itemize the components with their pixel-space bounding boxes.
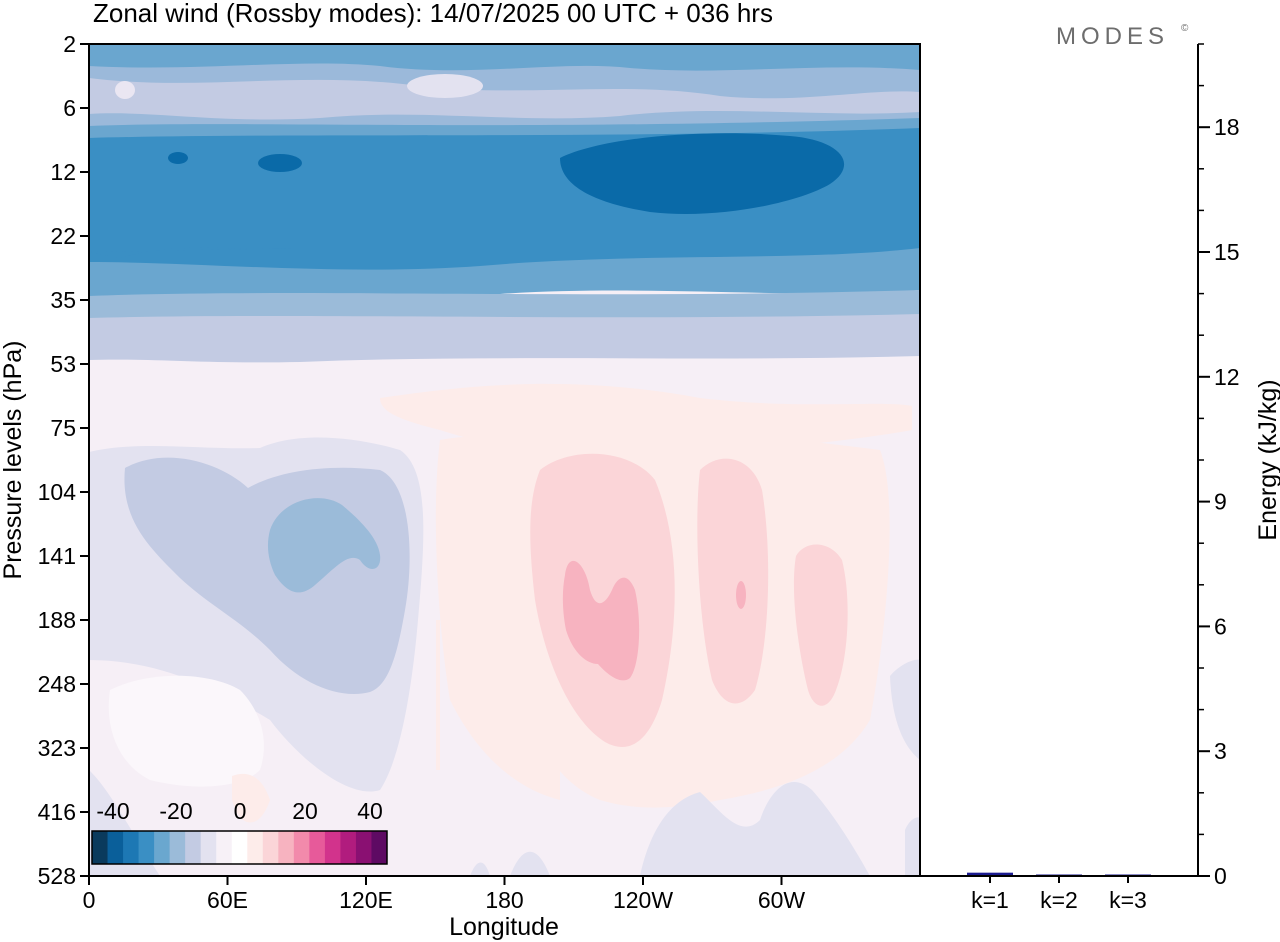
chart-title: Zonal wind (Rossby modes): 14/07/2025 00…	[93, 0, 773, 28]
colorbar-swatch	[324, 831, 341, 864]
white-patch-lower	[108, 675, 264, 787]
colorbar-swatch	[138, 831, 155, 864]
y-tick-label: 248	[38, 671, 76, 697]
colorbar-label: 0	[234, 798, 247, 824]
energy-category-label: k=2	[1040, 887, 1078, 913]
pink-cell-c	[793, 544, 848, 706]
energy-y-tick-label: 12	[1214, 364, 1240, 390]
energy-y-axis: 0 3 6 9 12 15 18	[1198, 43, 1240, 889]
x-tick-label: 120W	[613, 887, 673, 913]
colorbar-swatch	[355, 831, 372, 864]
pink-core-max	[562, 560, 640, 681]
brand-copyright-mark: ©	[1181, 23, 1189, 34]
colorbar-swatch	[92, 831, 109, 864]
pink-core-small	[736, 581, 746, 609]
y-tick-label: 188	[38, 607, 76, 633]
y-tick-label: 53	[50, 351, 76, 377]
lavender-wave-bottom	[640, 781, 870, 876]
x-axis-label: Longitude	[449, 913, 559, 941]
jet-core-small-2	[168, 152, 188, 164]
colorbar-swatch	[371, 831, 388, 864]
energy-category-label: k=1	[971, 887, 1009, 913]
colorbar-swatch	[200, 831, 217, 864]
x-axis-longitude: 0 60E 120E 180 120W 60W	[83, 876, 806, 913]
energy-y-tick-label: 0	[1214, 863, 1227, 889]
colorbar-label: 40	[357, 798, 383, 824]
energy-y-tick-label: 3	[1214, 738, 1227, 764]
colorbar-label: -40	[96, 798, 129, 824]
pink-patch-bottom	[232, 773, 270, 823]
energy-x-axis: k=1 k=2 k=3	[971, 876, 1147, 913]
y-tick-label: 12	[50, 159, 76, 185]
y-tick-label: 2	[63, 31, 76, 57]
x-tick-label: 0	[83, 887, 96, 913]
colorbar-swatch	[247, 831, 264, 864]
colorbar-label: 20	[292, 798, 318, 824]
lavender-right-edge	[890, 659, 920, 760]
y-tick-label: 6	[63, 95, 76, 121]
energy-plot-area	[920, 44, 1198, 876]
colorbar-swatch	[262, 831, 279, 864]
y-tick-label: 35	[50, 287, 76, 313]
x-tick-label: 60W	[758, 887, 806, 913]
y-tick-label: 75	[50, 415, 76, 441]
band-top-medium	[89, 44, 920, 71]
colorbar-swatch	[340, 831, 357, 864]
colorbar-swatch	[309, 831, 326, 864]
y-tick-label: 416	[38, 799, 76, 825]
colorbar-swatch	[107, 831, 124, 864]
jet-core-small-1	[258, 154, 302, 172]
blue-core-region	[267, 498, 381, 593]
y-tick-label: 323	[38, 735, 76, 761]
colorbar-label: -20	[159, 798, 192, 824]
pink-streak	[436, 620, 440, 770]
colorbar-swatch	[278, 831, 295, 864]
pink-cell-b	[697, 458, 769, 704]
colorbar	[91, 830, 388, 865]
colorbar-swatch	[169, 831, 186, 864]
y-tick-label: 528	[38, 863, 76, 889]
band-transition-2	[89, 314, 920, 363]
energy-y-tick-label: 15	[1214, 239, 1240, 265]
colorbar-frame	[91, 830, 388, 865]
heatmap-field	[89, 44, 920, 876]
colorbar-swatch	[185, 831, 202, 864]
energy-y-tick-label: 18	[1214, 114, 1240, 140]
energy-category-label: k=3	[1109, 887, 1147, 913]
energy-bar	[967, 872, 1013, 876]
pale-patch-2	[115, 81, 135, 99]
colorbar-swatch	[293, 831, 310, 864]
y-axis-label: Pressure levels (hPa)	[0, 341, 27, 580]
band-top-pale	[89, 78, 920, 120]
y-tick-label: 22	[50, 223, 76, 249]
y-tick-label: 141	[38, 543, 76, 569]
energy-bar-chart: 0 3 6 9 12 15 18 k=1 k=2 k=3 Energy (kJ/kg)	[919, 43, 1280, 913]
energy-y-tick-label: 6	[1214, 613, 1227, 639]
colorbar-swatch	[123, 831, 140, 864]
jet-core-max	[560, 133, 845, 214]
x-tick-label: 60E	[207, 887, 248, 913]
x-tick-label: 180	[485, 887, 523, 913]
energy-axis-label: Energy (kJ/kg)	[1254, 379, 1280, 540]
x-tick-label: 120E	[339, 887, 393, 913]
colorbar-swatch	[216, 831, 233, 864]
colorbar-swatch	[154, 831, 171, 864]
y-tick-label: 104	[38, 479, 77, 505]
y-axis-pressure: 2 6 12 22 35 53 75 104 141 188 248 323 416 528	[38, 31, 89, 889]
pale-patch-1	[407, 74, 483, 98]
colorbar-swatch	[231, 831, 248, 864]
pink-cell-a	[530, 453, 675, 747]
energy-y-tick-label: 9	[1214, 489, 1227, 515]
colorbar-labels: -40 -20 0 20 40	[96, 798, 382, 824]
